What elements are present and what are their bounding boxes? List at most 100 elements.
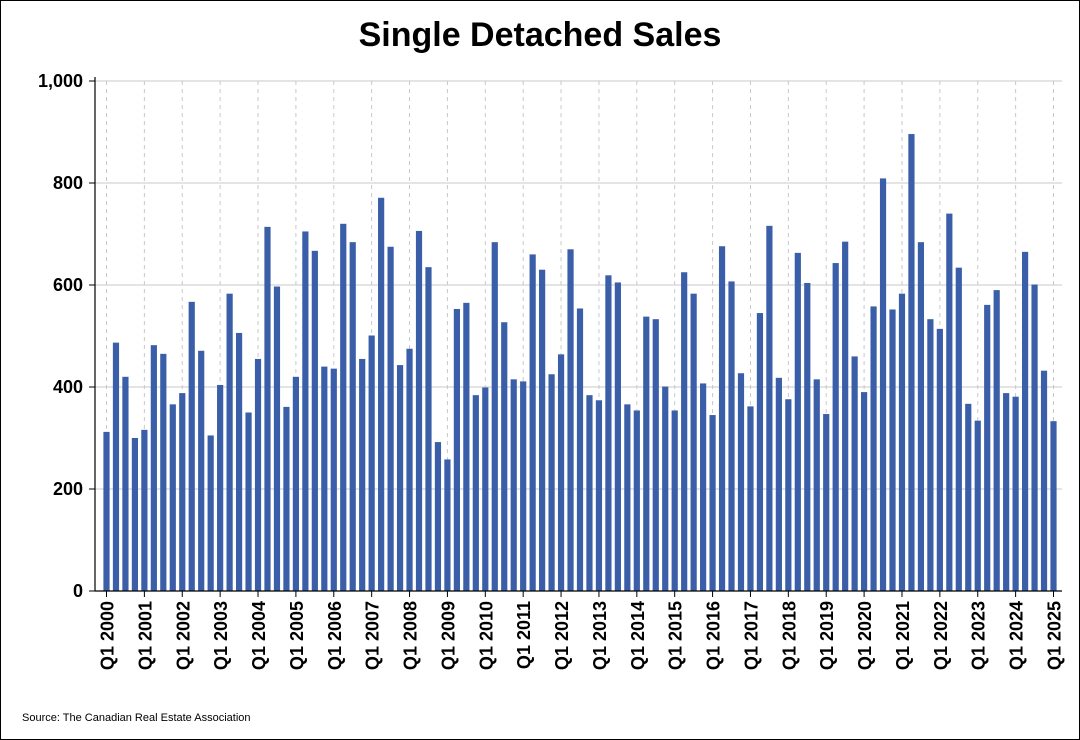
bar (112, 342, 120, 591)
bar (785, 399, 792, 591)
x-tick-label: Q1 2019 (817, 601, 837, 670)
y-tick-label: 0 (73, 581, 83, 601)
bar (946, 213, 953, 591)
bar (387, 246, 394, 591)
bar (1003, 393, 1010, 591)
bar (548, 374, 555, 591)
bar (747, 406, 754, 591)
bar (794, 252, 801, 591)
bar (870, 306, 877, 591)
x-tick-label: Q1 2009 (438, 601, 458, 670)
bar (378, 197, 385, 592)
bar (520, 381, 527, 591)
bar (349, 242, 356, 591)
bar (775, 377, 782, 591)
y-tick-label: 400 (53, 377, 83, 397)
bar (453, 308, 460, 591)
x-tick-label: Q1 2013 (590, 601, 610, 670)
bar (832, 263, 839, 591)
x-axis-ticks: Q1 2000 Q1 2001 Q1 2002 Q1 2003 Q1 2004 Q1 20… (98, 591, 1065, 670)
bar (756, 313, 764, 591)
bar (283, 406, 290, 591)
x-tick-label: Q1 2022 (931, 601, 951, 670)
bar (302, 231, 309, 591)
bar (879, 178, 887, 591)
bar (605, 275, 612, 591)
bar (861, 392, 868, 591)
bars (103, 134, 1057, 592)
axes (94, 77, 1062, 592)
bar (529, 254, 536, 591)
bar (510, 379, 517, 591)
x-tick-label: Q1 2025 (1045, 601, 1065, 670)
x-tick-label: Q1 2002 (173, 601, 193, 670)
bar (624, 404, 631, 591)
bar (292, 376, 299, 591)
bar (472, 395, 479, 591)
bar (463, 302, 470, 591)
bar (662, 386, 669, 591)
x-tick-label: Q1 2016 (704, 601, 724, 670)
bar (396, 365, 404, 591)
bar (245, 412, 252, 591)
x-tick-label: Q1 2012 (552, 601, 572, 670)
bar (927, 319, 934, 591)
bar (226, 293, 233, 591)
bar (718, 246, 726, 592)
y-tick-label: 600 (53, 275, 83, 295)
x-tick-label: Q1 2024 (1007, 601, 1027, 670)
bar (501, 322, 508, 591)
x-tick-label: Q1 2000 (98, 601, 118, 670)
bar (406, 348, 413, 591)
x-tick-label: Q1 2015 (666, 601, 686, 670)
bar (340, 223, 347, 592)
bar (633, 410, 640, 591)
bar (709, 415, 716, 591)
bar (368, 335, 375, 591)
bar (179, 393, 186, 591)
bar (103, 431, 110, 591)
bar (889, 309, 896, 591)
bar (652, 319, 659, 591)
x-tick-label: Q1 2005 (287, 601, 307, 670)
bar (974, 420, 981, 591)
bar (917, 242, 925, 591)
bar (434, 442, 442, 591)
x-tick-label: Q1 2001 (135, 601, 155, 670)
x-tick-label: Q1 2008 (401, 601, 421, 670)
bar (671, 410, 678, 591)
bar (1021, 251, 1029, 591)
y-tick-label: 200 (53, 479, 83, 499)
bar (965, 403, 972, 591)
bar (557, 354, 565, 591)
x-tick-label: Q1 2007 (363, 601, 383, 670)
bar (207, 435, 214, 591)
bar (908, 134, 915, 592)
bar (842, 241, 849, 591)
bar (823, 414, 830, 591)
bar (681, 272, 688, 591)
bar (851, 356, 858, 591)
source-note: Source: The Canadian Real Estate Associa… (22, 712, 251, 724)
bar (984, 304, 991, 591)
bar (539, 269, 546, 591)
bar (586, 395, 593, 591)
bar (264, 226, 271, 592)
bar (122, 376, 129, 591)
bar (898, 293, 906, 591)
bar (141, 429, 148, 591)
bar (576, 308, 584, 591)
bar (444, 459, 451, 591)
chart-title: Single Detached Sales (358, 16, 722, 54)
x-tick-label: Q1 2014 (628, 601, 648, 670)
bar (1012, 396, 1019, 591)
bar (1050, 421, 1057, 591)
x-tick-label: Q1 2011 (514, 601, 534, 669)
y-tick-label: 800 (53, 173, 83, 193)
bar (936, 328, 943, 591)
bar (955, 267, 962, 591)
x-tick-label: Q1 2006 (325, 601, 345, 670)
y-tick-label: 1,000 (38, 71, 83, 91)
x-tick-label: Q1 2020 (855, 601, 875, 670)
